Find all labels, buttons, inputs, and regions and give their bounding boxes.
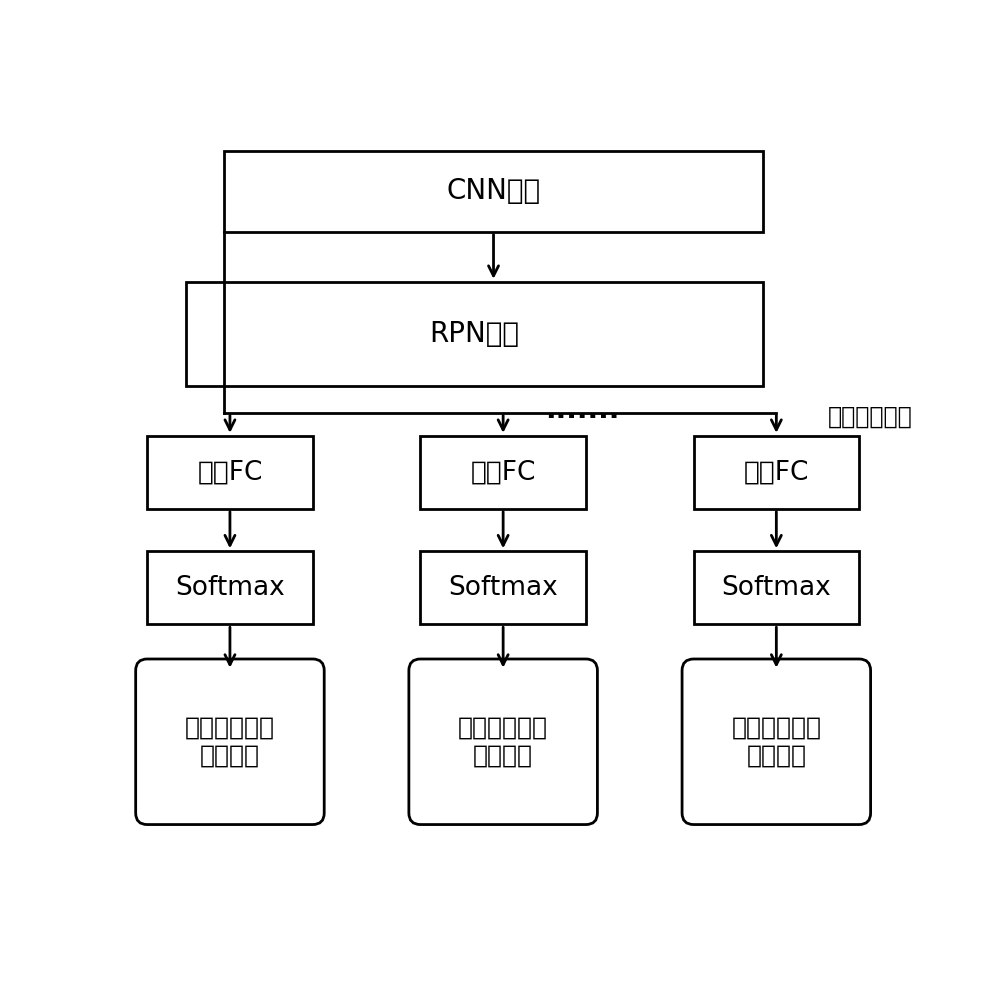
- FancyBboxPatch shape: [136, 659, 325, 825]
- Text: 多层FC: 多层FC: [471, 459, 536, 485]
- Text: 多层FC: 多层FC: [198, 459, 262, 485]
- Text: 多个受损部位: 多个受损部位: [828, 404, 913, 428]
- Text: 受损部位、位
置、类型: 受损部位、位 置、类型: [458, 716, 548, 768]
- Text: Softmax: Softmax: [448, 575, 558, 601]
- FancyBboxPatch shape: [409, 659, 598, 825]
- Bar: [147, 436, 313, 509]
- Text: Softmax: Softmax: [722, 575, 831, 601]
- Text: RPN网络: RPN网络: [429, 320, 519, 348]
- Text: 多层FC: 多层FC: [744, 459, 809, 485]
- Text: .......: .......: [545, 396, 620, 424]
- Bar: [147, 551, 313, 624]
- Bar: [693, 551, 859, 624]
- Bar: [420, 551, 586, 624]
- Bar: [186, 282, 763, 386]
- Text: Softmax: Softmax: [175, 575, 285, 601]
- Bar: [420, 436, 586, 509]
- Text: 受损部位、位
置、类型: 受损部位、位 置、类型: [185, 716, 275, 768]
- FancyBboxPatch shape: [682, 659, 871, 825]
- Bar: [224, 151, 763, 232]
- Bar: [693, 436, 859, 509]
- Text: CNN网络: CNN网络: [447, 177, 540, 205]
- Text: 受损部位、位
置、类型: 受损部位、位 置、类型: [731, 716, 821, 768]
